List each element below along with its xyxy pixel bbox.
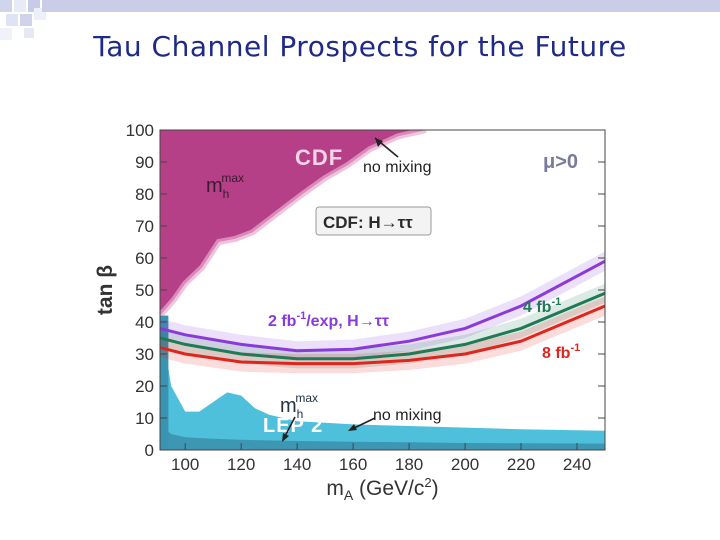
mu-label: μ>0 <box>543 151 578 173</box>
mh-top-sub: h <box>223 187 230 201</box>
series-line-1 <box>160 291 605 361</box>
x-label-main: m <box>326 477 344 500</box>
y-tick-label: 70 <box>135 217 154 236</box>
cdf-boundary-band <box>160 130 427 318</box>
x-label-close: ) <box>432 477 439 500</box>
cdf-legend-box <box>315 206 432 236</box>
red-a: 8 fb <box>542 345 571 362</box>
cdf-region-label: CDF <box>295 145 343 170</box>
series-line-0 <box>160 259 605 353</box>
no-mixing-bottom-label: no mixing <box>373 407 441 424</box>
no-mixing-top-arrowhead <box>375 138 383 147</box>
y-tick-label: 100 <box>126 121 154 140</box>
y-axis-label: tan β <box>94 265 117 315</box>
green-sup: -1 <box>551 296 561 308</box>
axes: 0 10 20 30 40 50 60 70 80 90 100 100 120 140 160 180 200… <box>94 121 606 503</box>
x-tick-label: 180 <box>395 455 423 474</box>
purple-a: 2 fb <box>268 313 297 330</box>
x-tick-label: 140 <box>283 455 311 474</box>
x-tick-label: 220 <box>507 455 535 474</box>
slide-title: Tau Channel Prospects for the Future <box>93 30 627 63</box>
mh-bot-m: m <box>280 395 297 417</box>
lep-mhmax-region <box>160 315 605 450</box>
slide-decoration <box>0 0 720 40</box>
red-series-label: 8 fb-1 <box>542 342 580 362</box>
y-tick-label: 50 <box>135 281 154 300</box>
purple-series-label: 2 fb-1/exp, H→ττ <box>268 310 389 330</box>
mh-bot-sup: max <box>295 391 318 405</box>
x-tick-label: 160 <box>339 455 367 474</box>
series-band-0 <box>160 251 605 361</box>
x-label-sup: 2 <box>424 475 431 490</box>
chart: 0 10 20 30 40 50 60 70 80 90 100 100 120 140 160 180 200… <box>94 121 606 503</box>
plot-area <box>160 130 605 450</box>
mh-top-m: m <box>206 175 223 197</box>
purple-sup: -1 <box>296 310 306 322</box>
series-band-2 <box>160 296 605 374</box>
y-tick-label: 60 <box>135 249 154 268</box>
plot-content <box>160 130 605 450</box>
y-tick-label: 20 <box>135 377 154 396</box>
green-series-label: 4 fb-1 <box>523 296 561 316</box>
x-tick-label: 120 <box>227 455 255 474</box>
y-tick-label: 90 <box>135 153 154 172</box>
mh-bottom-arrowhead <box>282 433 289 442</box>
mh-top-sup: max <box>221 171 244 185</box>
y-tick-label: 30 <box>135 345 154 364</box>
y-tick-label: 10 <box>135 409 154 428</box>
x-tick-label: 240 <box>563 455 591 474</box>
y-tick-label: 80 <box>135 185 154 204</box>
mh-max-top-label: mh max <box>206 171 244 201</box>
no-mixing-bottom-arrowhead <box>348 424 357 431</box>
mh-max-bottom-label: mh max <box>280 391 318 421</box>
x-label-sub: A <box>344 487 354 503</box>
cdf-legend-text: CDF: H→ττ <box>323 213 413 232</box>
red-sup: -1 <box>570 342 580 354</box>
mh-bot-sub: h <box>297 407 304 421</box>
x-tick-label: 200 <box>451 455 479 474</box>
purple-b: /exp, H→ττ <box>306 313 389 330</box>
x-axis-label: mA (GeV/c2) <box>326 475 438 503</box>
y-tick-label: 40 <box>135 313 154 332</box>
x-tick-label: 100 <box>171 455 199 474</box>
series-line-2 <box>160 304 605 366</box>
cdf-excluded-region <box>160 130 426 316</box>
no-mixing-top-label: no mixing <box>363 159 431 176</box>
y-tick-label: 0 <box>145 441 154 460</box>
lep-low-mass-strip <box>160 315 169 450</box>
lep-nomixing-region <box>160 424 605 450</box>
lep2-region-label: LEP 2 <box>263 415 323 437</box>
green-a: 4 fb <box>523 299 552 316</box>
x-label-rest: (GeV/c <box>353 477 424 500</box>
